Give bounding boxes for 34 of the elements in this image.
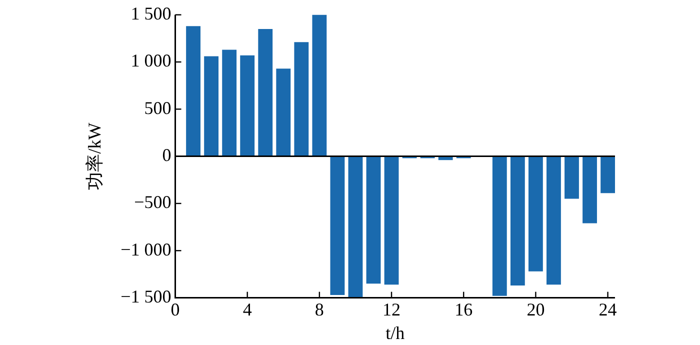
- bar: [384, 156, 399, 285]
- y-tick-label: 0: [162, 145, 172, 166]
- bar: [528, 156, 543, 272]
- bar: [258, 28, 273, 156]
- x-tick-label: 20: [526, 299, 545, 320]
- bar: [366, 156, 381, 284]
- bar: [582, 156, 597, 224]
- bar: [564, 156, 579, 199]
- x-axis-title: t/h: [386, 322, 405, 343]
- y-tick-label: −500: [134, 192, 172, 212]
- bar: [546, 156, 561, 285]
- bar: [348, 156, 363, 298]
- y-axis-title: 功率/kW: [84, 122, 105, 190]
- x-tick-label: 16: [454, 299, 473, 320]
- bar: [510, 156, 525, 286]
- x-tick-label: 12: [382, 299, 401, 320]
- x-tick-label: 8: [314, 299, 324, 320]
- bar: [600, 156, 615, 194]
- bar: [276, 68, 291, 156]
- y-tick-label: 1 000: [130, 50, 172, 71]
- bar: [294, 42, 309, 156]
- bar: [222, 50, 237, 156]
- bar: [204, 56, 219, 156]
- bar: [330, 156, 345, 295]
- x-tick-label: 24: [598, 299, 617, 320]
- bar: [240, 55, 255, 156]
- y-tick-label: −1 000: [120, 239, 172, 260]
- x-tick-label: 4: [242, 299, 252, 320]
- y-tick-label: −1 500: [120, 286, 172, 307]
- bar: [186, 26, 200, 156]
- bar: [492, 156, 507, 296]
- y-tick-label: 500: [144, 98, 172, 118]
- bar: [312, 14, 327, 156]
- y-tick-label: 1 500: [130, 4, 172, 24]
